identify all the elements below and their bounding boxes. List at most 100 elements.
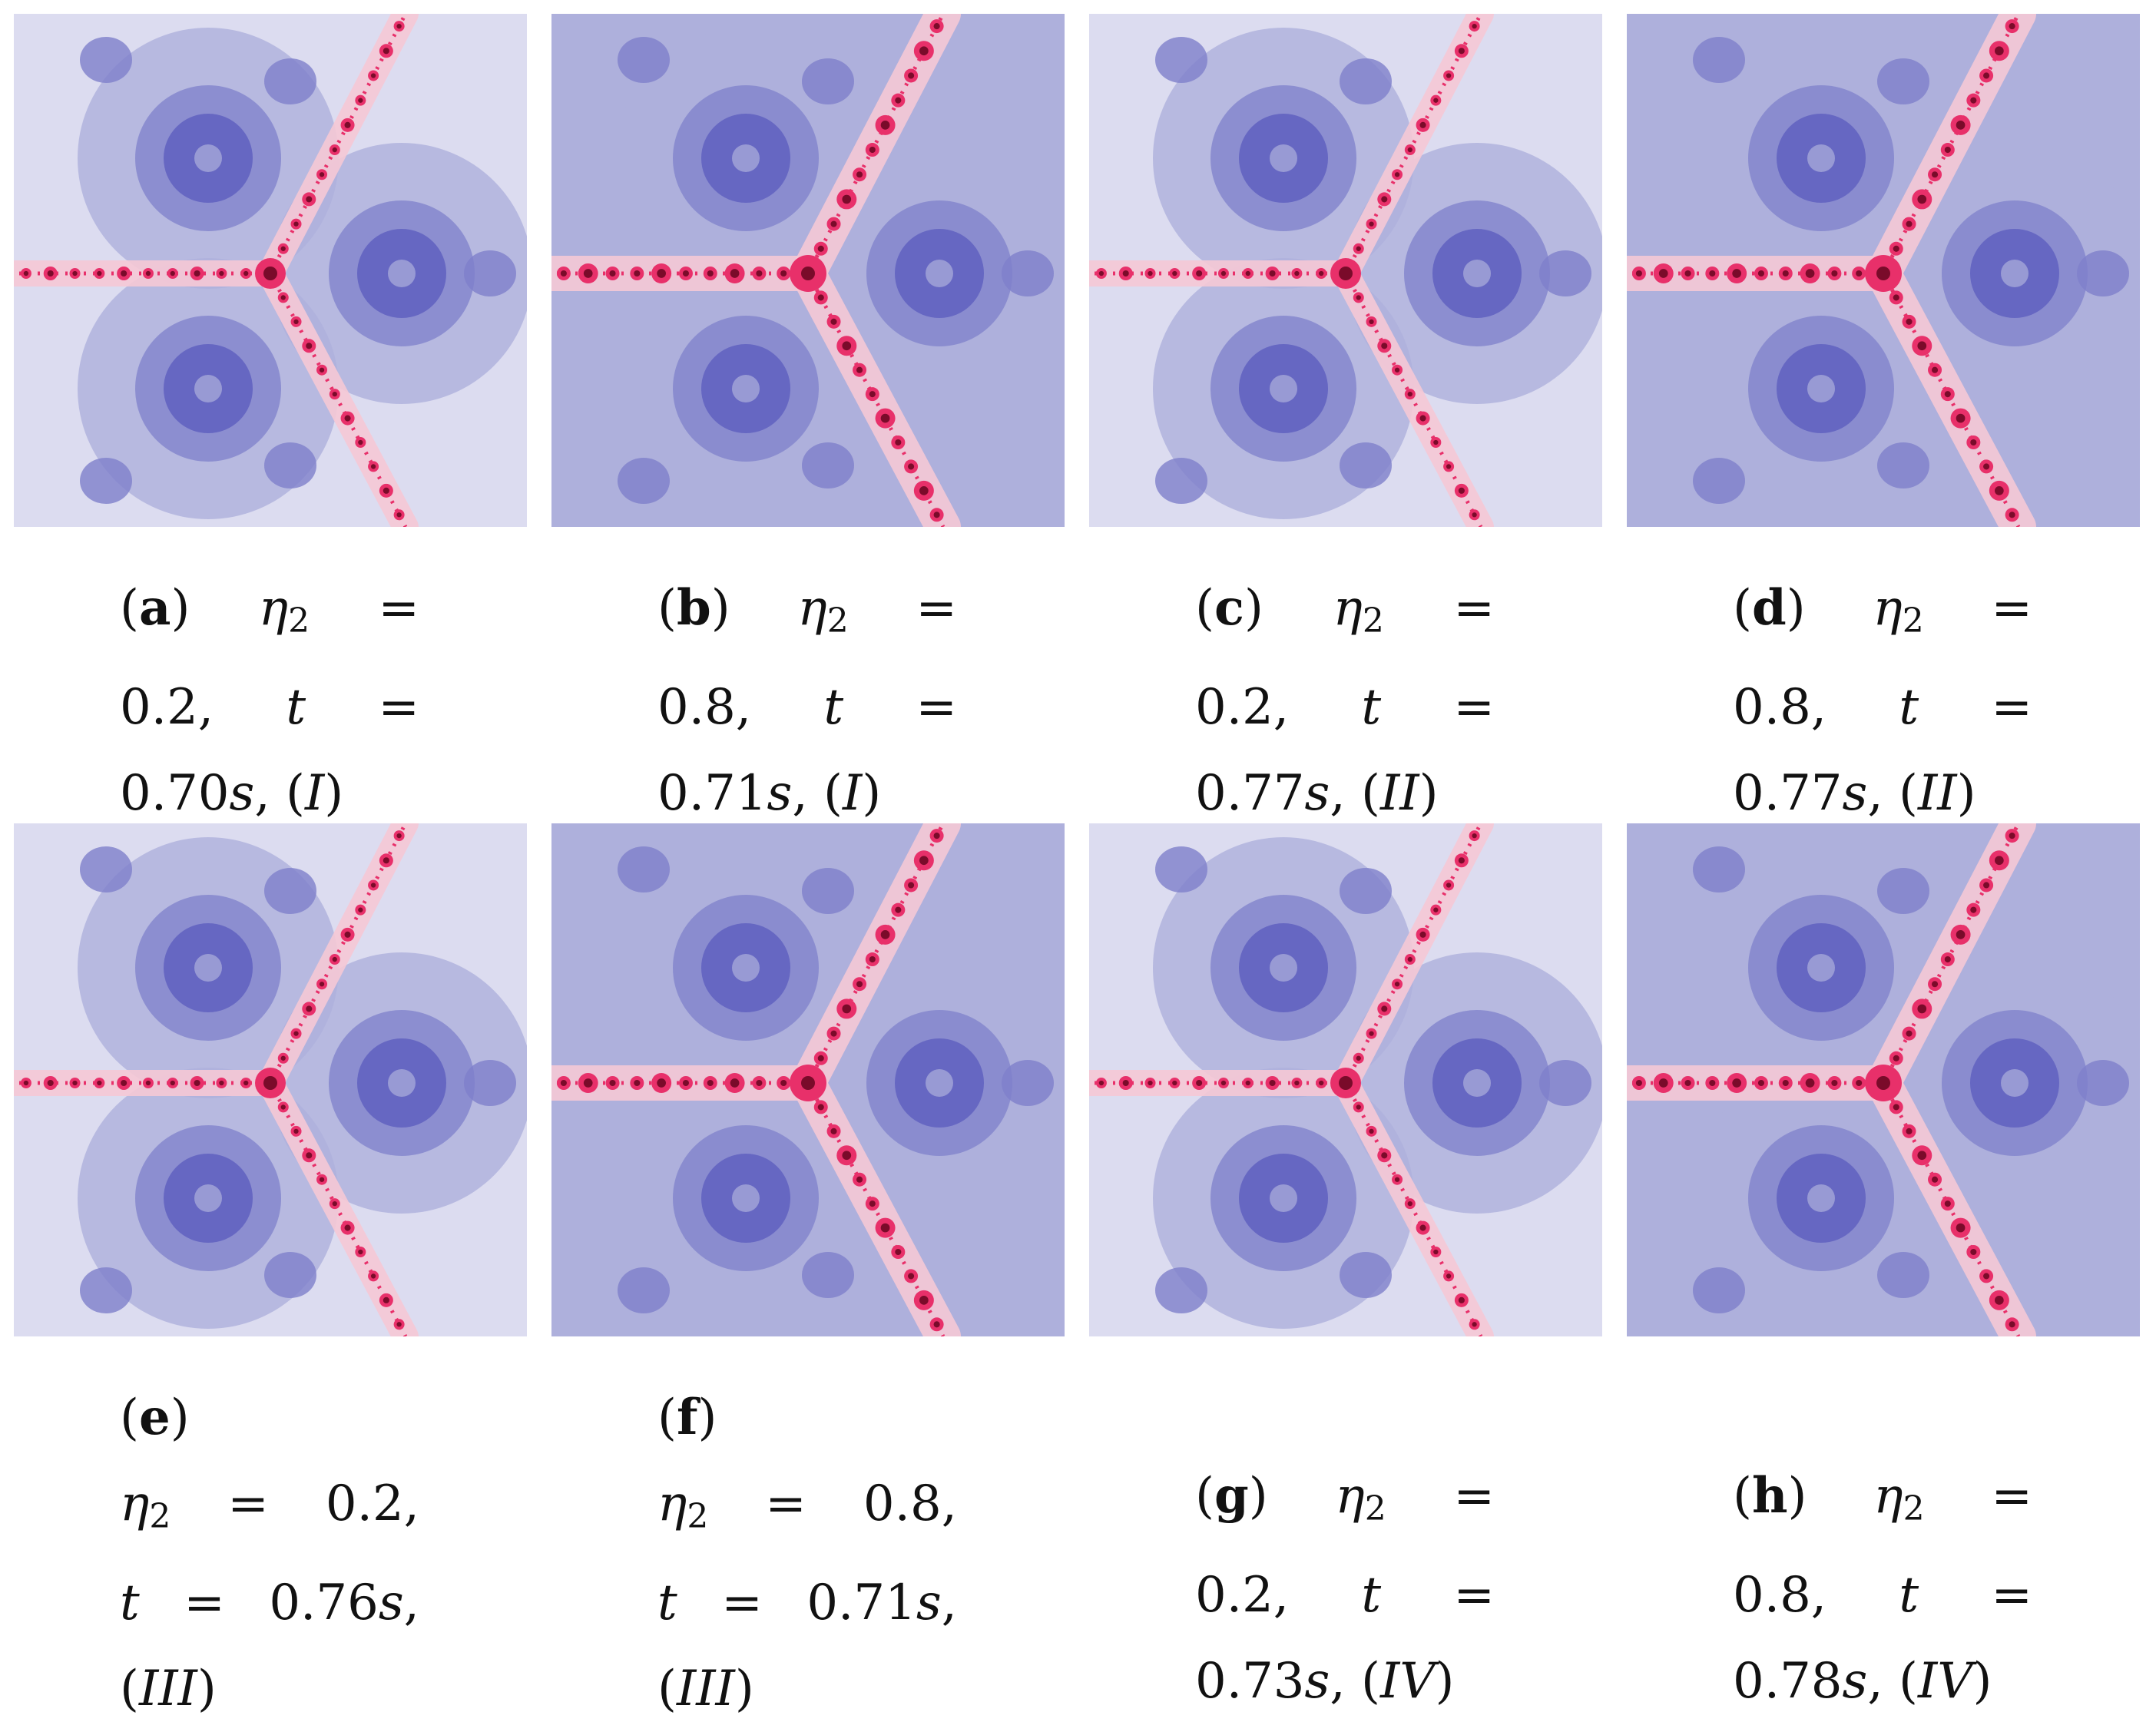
fractal-bulb-core <box>707 270 714 277</box>
fractal-bulb-core <box>243 1080 249 1086</box>
fractal-bulb-core <box>2009 23 2015 30</box>
fractal-bulb-core <box>1394 172 1400 177</box>
fractal-bulb-core <box>23 1080 29 1086</box>
fractal-bulb-core <box>1294 1080 1300 1086</box>
fractal-bulb-core <box>1831 270 1838 277</box>
fractal-bulb-core <box>383 487 389 494</box>
fractal-bulb-core <box>908 72 915 79</box>
fractal-bulb-core <box>1893 294 1899 301</box>
fractal-bulb-core <box>657 269 666 278</box>
fractal-bulb-core <box>1732 269 1741 278</box>
secondary-basin <box>1539 250 1591 296</box>
secondary-basin <box>1155 846 1207 892</box>
caption: (c) η2 = 0.2, t = 0.77s, (II) <box>1195 565 1495 836</box>
fractal-bulb-core <box>293 319 299 325</box>
fractal-bulb-core <box>842 341 852 351</box>
fractal-bulb-core <box>842 194 852 204</box>
fractal-image <box>1627 823 2140 1336</box>
caption-label: (h) <box>1733 1467 1807 1525</box>
fractal-bulb-core <box>1983 1273 1990 1280</box>
fractal-bulb-core <box>1995 46 2004 56</box>
fractal-bulb-core <box>1433 439 1439 445</box>
fractal-bulb-core <box>383 857 389 864</box>
fractal-bulb-core <box>1956 930 1966 939</box>
fractal-center-core <box>1339 1076 1353 1090</box>
attraction-basin <box>1346 952 1602 1214</box>
fractal-bulb-core <box>383 48 389 55</box>
fractal-bulb-core <box>1956 1223 1966 1233</box>
fractal-bulb-core <box>1369 221 1374 227</box>
fractal-bulb-core <box>933 23 940 30</box>
fractal-bulb-core <box>634 1079 641 1087</box>
caption: (f) η2 = 0.8, t = 0.71s, (III) <box>657 1375 957 1732</box>
fractal-bulb-core <box>293 221 299 227</box>
secondary-basin <box>1340 442 1392 488</box>
fractal-image <box>1627 14 2140 527</box>
fractal-bulb-core <box>358 907 363 912</box>
fractal-bulb-core <box>332 956 337 962</box>
secondary-basin <box>464 1060 516 1106</box>
secondary-basin <box>264 58 316 104</box>
fractal-bulb-core <box>280 295 286 300</box>
fractal-bulb-core <box>1446 883 1452 888</box>
fractal-bulb-core <box>358 439 363 445</box>
fractal-bulb-core <box>1970 906 1977 913</box>
fractal-bulb-core <box>1319 270 1324 277</box>
fractal-bulb-core <box>1709 270 1716 277</box>
fractal-bulb-core <box>1944 391 1951 398</box>
fractal-bulb-core <box>1472 23 1477 29</box>
fractal-bulb-core <box>47 1079 54 1087</box>
fractal-bulb-core <box>1931 981 1939 988</box>
fractal-bulb-core <box>1472 833 1477 839</box>
fractal-bulb-core <box>1319 1080 1324 1086</box>
attraction-basin <box>809 952 1065 1214</box>
fractal-bulb-core <box>1782 270 1789 277</box>
fractal-bulb-core <box>1944 146 1951 154</box>
panel-h: (h) η2 = 0.8, t = 0.78s, (IV) <box>1627 823 2156 1710</box>
fractal-bulb-core <box>842 1004 852 1014</box>
fractal-bulb-core <box>880 1223 890 1233</box>
fractal-bulb-core <box>842 1151 852 1161</box>
fractal-bulb-core <box>1433 98 1439 103</box>
fractal-bulb-core <box>1356 246 1361 251</box>
caption: (b) η2 = 0.8, t = 0.71s, (I) <box>657 565 957 836</box>
fractal-bulb-core <box>730 1078 740 1088</box>
fractal-bulb-core <box>1995 486 2004 495</box>
fractal-bulb-core <box>869 146 876 154</box>
panel-b: (b) η2 = 0.8, t = 0.71s, (I) <box>551 14 1089 822</box>
fractal-bulb-core <box>1269 1079 1276 1087</box>
fractal-bulb-core <box>72 1080 78 1086</box>
fractal-bulb-core <box>830 220 837 227</box>
fractal-bulb-core <box>280 1055 286 1061</box>
caption: (d) η2 = 0.8, t = 0.77s, (II) <box>1733 565 2032 836</box>
panel-d: (d) η2 = 0.8, t = 0.77s, (II) <box>1627 14 2156 822</box>
fractal-bulb-core <box>1684 270 1691 277</box>
fractal-bulb-core <box>895 1248 902 1256</box>
julia-branch <box>268 1081 408 1336</box>
fractal-bulb-core <box>830 1128 837 1134</box>
fractal-bulb-core <box>280 246 286 251</box>
caption-label: (b) <box>657 579 730 637</box>
fractal-bulb-core <box>1148 270 1153 277</box>
fractal-bulb-core <box>121 270 128 277</box>
fractal-bulb-core <box>1893 245 1899 252</box>
fractal-bulb-core <box>370 1273 376 1279</box>
fractal-bulb-core <box>1394 1177 1400 1182</box>
fractal-bulb-core <box>2009 1321 2015 1328</box>
fractal-bulb-core <box>1970 97 1977 104</box>
fractal-bulb-core <box>358 1249 363 1255</box>
julia-branch <box>1343 1081 1483 1336</box>
fractal-bulb-core <box>332 1200 337 1207</box>
fractal-bulb-core <box>682 270 690 277</box>
fractal-bulb-core <box>1148 1080 1153 1086</box>
fractal-bulb-core <box>1122 270 1129 277</box>
fractal-bulb-core <box>1931 1176 1939 1183</box>
fractal-bulb-core <box>933 833 940 840</box>
secondary-basin <box>1002 250 1054 296</box>
fractal-bulb-core <box>1931 171 1939 178</box>
fractal-bulb-core <box>97 270 102 277</box>
fractal-bulb-core <box>1369 1128 1374 1134</box>
fractal-bulb-core <box>280 1104 286 1110</box>
secondary-basin <box>802 442 854 488</box>
fractal-bulb-core <box>1356 295 1361 300</box>
